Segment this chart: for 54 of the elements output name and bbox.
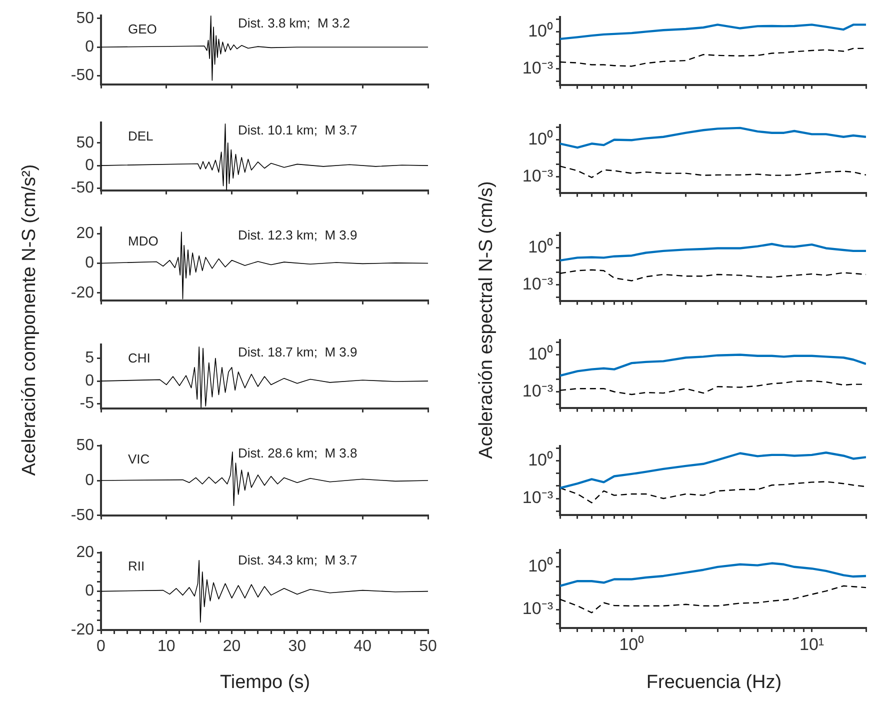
annotation: DEL: [128, 128, 154, 144]
annotation: RII: [128, 558, 145, 574]
annotation: VIC: [128, 452, 150, 467]
x-axis-title: Frecuencia (Hz): [646, 672, 782, 694]
x-tick-label: 50: [419, 638, 437, 656]
y-tick-label: -20: [70, 284, 94, 302]
annotation: Dist. 34.3 km; M 3.7: [238, 552, 358, 568]
x-tick-label: 10¹: [799, 634, 824, 654]
y-tick-label: 10⁻³: [522, 58, 554, 78]
x-tick-label: 30: [288, 638, 306, 656]
y-tick-label: 0: [85, 38, 94, 56]
y-tick-label: 0: [85, 372, 94, 390]
x-tick-label: 10: [158, 638, 176, 656]
x-tick-label: 10⁰: [619, 634, 644, 654]
y-tick-label: 50: [76, 437, 94, 454]
y-tick-label: -50: [70, 506, 94, 524]
y-axis-title: Aceleración espectral N-S (cm/s): [476, 181, 498, 459]
y-tick-label: 10⁰: [528, 129, 553, 148]
y-tick-label: 10⁻³: [522, 599, 554, 618]
annotation: Dist. 10.1 km; M 3.7: [238, 122, 358, 138]
y-tick-label: 10⁰: [528, 556, 553, 576]
y-tick-label: 50: [76, 10, 94, 27]
annotation: CHI: [128, 350, 150, 366]
y-tick-label: 10⁰: [528, 344, 553, 364]
y-tick-label: 10⁻³: [522, 488, 554, 508]
y-tick-label: 10⁻³: [522, 166, 554, 186]
y-tick-label: -50: [70, 180, 94, 197]
y-tick-label: 0: [85, 156, 94, 174]
y-tick-label: 50: [76, 134, 94, 152]
y-tick-label: 5: [85, 350, 94, 367]
y-tick-label: 10⁰: [528, 21, 553, 40]
y-tick-label: 20: [76, 224, 94, 242]
y-tick-label: 10⁻³: [522, 274, 554, 294]
y-tick-label: -20: [70, 621, 94, 638]
x-tick-label: 40: [354, 638, 372, 656]
y-tick-label: -50: [70, 67, 94, 84]
annotation: Dist. 3.8 km; M 3.2: [238, 16, 350, 31]
annotation: Dist. 28.6 km; M 3.8: [238, 446, 358, 461]
y-tick-label: 10⁰: [528, 237, 553, 256]
annotation: Dist. 12.3 km; M 3.9: [238, 228, 358, 243]
y-tick-label: 0: [85, 582, 94, 600]
annotation: GEO: [128, 22, 157, 37]
annotation: Dist. 18.7 km; M 3.9: [238, 344, 358, 360]
y-tick-label: 0: [85, 254, 94, 272]
y-tick-label: 10⁻³: [522, 381, 554, 400]
x-tick-label: 0: [96, 638, 106, 656]
x-axis-title: Tiempo (s): [220, 672, 310, 694]
x-tick-label: 20: [222, 638, 241, 656]
y-tick-label: 10⁰: [528, 450, 553, 470]
y-tick-label: -5: [80, 395, 94, 412]
y-tick-label: 0: [85, 472, 94, 489]
annotation: MDO: [128, 234, 158, 249]
y-tick-label: 20: [76, 544, 94, 562]
y-axis-title: Aceleración componente N-S (cm/s²): [19, 164, 41, 476]
